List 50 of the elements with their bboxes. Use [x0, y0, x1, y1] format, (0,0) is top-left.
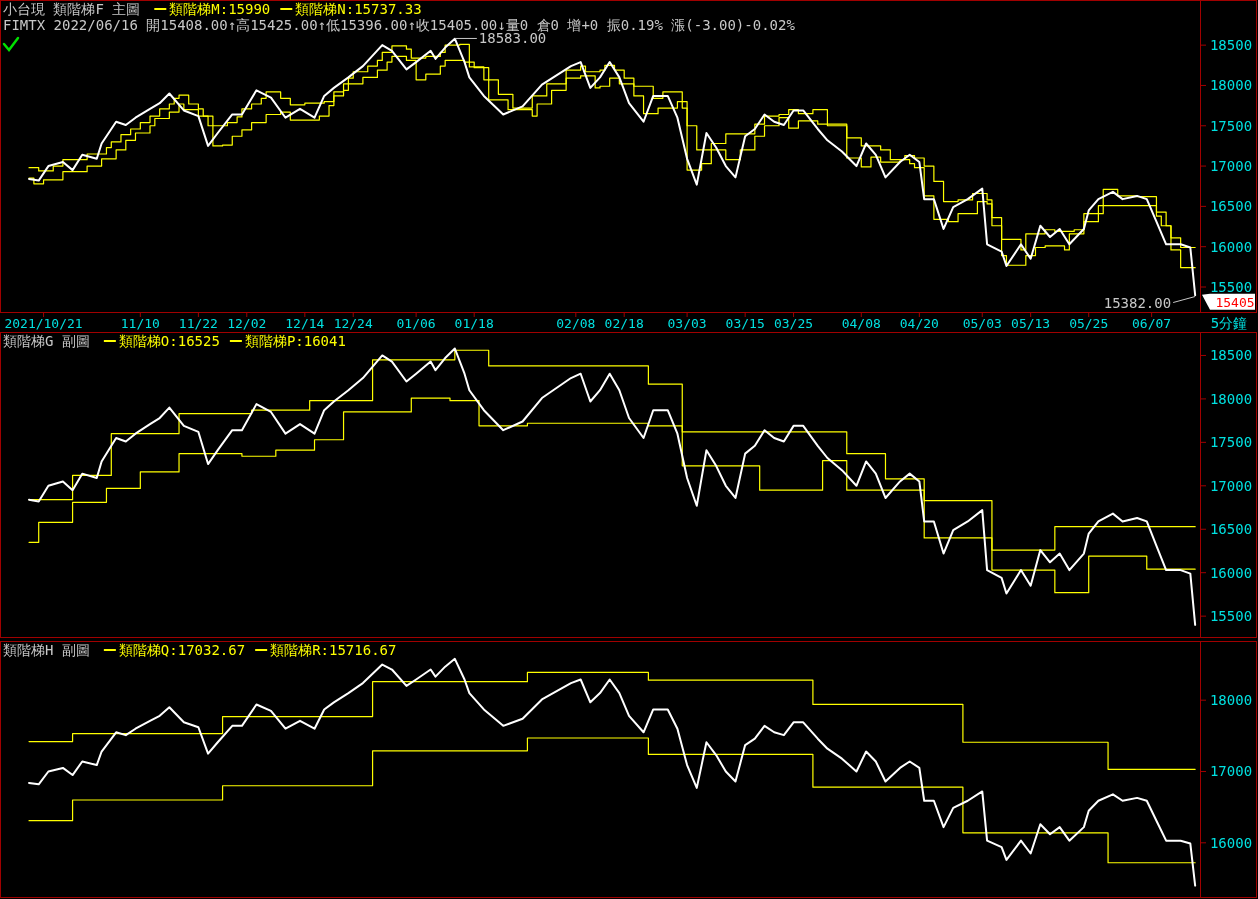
y-tick-label: 18000 [1209, 390, 1253, 407]
annotation: 15405 [1215, 294, 1255, 310]
y-tick-label: 18000 [1209, 77, 1253, 94]
y-tick-label: 16000 [1209, 238, 1253, 255]
y-tick-label: 15500 [1209, 279, 1253, 296]
legend-item: 類階梯M:15990 [153, 1, 271, 17]
x-tick-label: 02/08 [556, 316, 596, 331]
chart-title: 小台現 類階梯F 主圖 [3, 1, 141, 17]
legend-item: 類階梯O:16525 [102, 333, 220, 349]
y-tick-label: 16000 [1209, 564, 1253, 581]
x-tick-label: 11/10 [120, 316, 160, 331]
x-tick-label: 02/18 [604, 316, 644, 331]
y-tick-label: 18500 [1209, 37, 1253, 54]
x-tick-label: 12/02 [227, 316, 267, 331]
legend-item: 類階梯Q:17032.67 [102, 642, 246, 658]
text: FIMTX 2022/06/16 開15408.00↑高15425.00↑低15396.00↑收15405.00↓量0 倉0 增+0 振0.19% 漲(-3.00)-0.02% [3, 17, 796, 33]
y-tick-label: 17000 [1209, 477, 1253, 494]
x-tick-label: 04/20 [899, 316, 939, 331]
x-tick-label: 2021/10/21 [4, 316, 83, 331]
x-tick-label: 05/25 [1069, 316, 1109, 331]
legend-item: 類階梯P:16041 [228, 333, 346, 349]
y-tick-label: 18500 [1209, 347, 1253, 364]
legend-item: 類階梯N:15737.33 [279, 1, 422, 17]
x-tick-label: 06/07 [1132, 316, 1172, 331]
annotation: 15382.00 [1103, 294, 1196, 311]
x-tick-label: 12/14 [285, 316, 325, 331]
y-tick-label: 15500 [1209, 608, 1253, 625]
x-tick-label: 12/24 [333, 316, 373, 331]
y-tick-label: 16000 [1209, 834, 1253, 851]
x-tick-label: 04/08 [841, 316, 881, 331]
y-tick-label: 16500 [1209, 198, 1253, 215]
x-tick-label: 05/13 [1011, 316, 1051, 331]
annotation: 15382.00 [1103, 294, 1172, 311]
x-tick-label: 03/03 [667, 316, 707, 331]
chart-title: 類階梯H 副圖 [3, 642, 90, 658]
y-tick-label: 17500 [1209, 117, 1253, 134]
y-tick-label: 17000 [1209, 158, 1253, 175]
x-tick-label: 03/25 [773, 316, 814, 331]
x-tick-label: 01/06 [396, 316, 436, 331]
legend-item: 類階梯R:15716.67 [254, 642, 397, 658]
y-tick-label: 18000 [1209, 692, 1253, 709]
chart-title: 類階梯G 副圖 [3, 333, 90, 349]
y-tick-label: 17000 [1209, 763, 1253, 780]
y-tick-label: 16500 [1209, 521, 1253, 538]
x-axis-title: 5分鐘 [1210, 315, 1248, 331]
x-tick-label: 11/22 [178, 316, 218, 331]
x-tick-label: 03/15 [725, 316, 765, 331]
y-tick-label: 17500 [1209, 434, 1253, 451]
x-tick-label: 01/18 [454, 316, 494, 331]
x-tick-label: 05/03 [962, 316, 1002, 331]
